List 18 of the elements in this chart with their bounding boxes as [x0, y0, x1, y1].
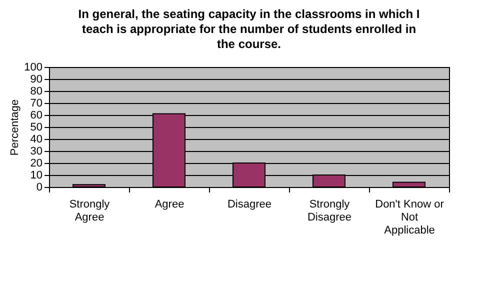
- x-tick-label: Agree: [154, 198, 184, 210]
- y-tick-label: 30: [30, 146, 42, 158]
- y-tick-label: 60: [30, 110, 42, 122]
- y-tick-label: 80: [30, 86, 42, 98]
- y-tick-label: 20: [30, 158, 42, 170]
- y-tick-label: 0: [36, 182, 42, 194]
- y-tick-label: 40: [30, 134, 42, 146]
- y-axis-title: Percentage: [9, 99, 22, 156]
- x-tick-label: Disagree: [227, 198, 272, 210]
- x-tick-label: Strongly Disagree: [307, 198, 352, 224]
- x-tick-label: Strongly Agree: [69, 198, 110, 224]
- x-tick-label: Don't Know or Not Applicable: [375, 198, 444, 236]
- y-tick-label: 10: [30, 170, 42, 182]
- y-tick-label: 100: [24, 62, 42, 74]
- y-tick-label: 90: [30, 74, 42, 86]
- y-tick-label: 50: [30, 122, 42, 134]
- chart-title: In general, the seating capacity in the classrooms in which I teach is appropriate for the number of students enrolled in the course.: [78, 7, 420, 51]
- y-tick-label: 70: [30, 98, 42, 110]
